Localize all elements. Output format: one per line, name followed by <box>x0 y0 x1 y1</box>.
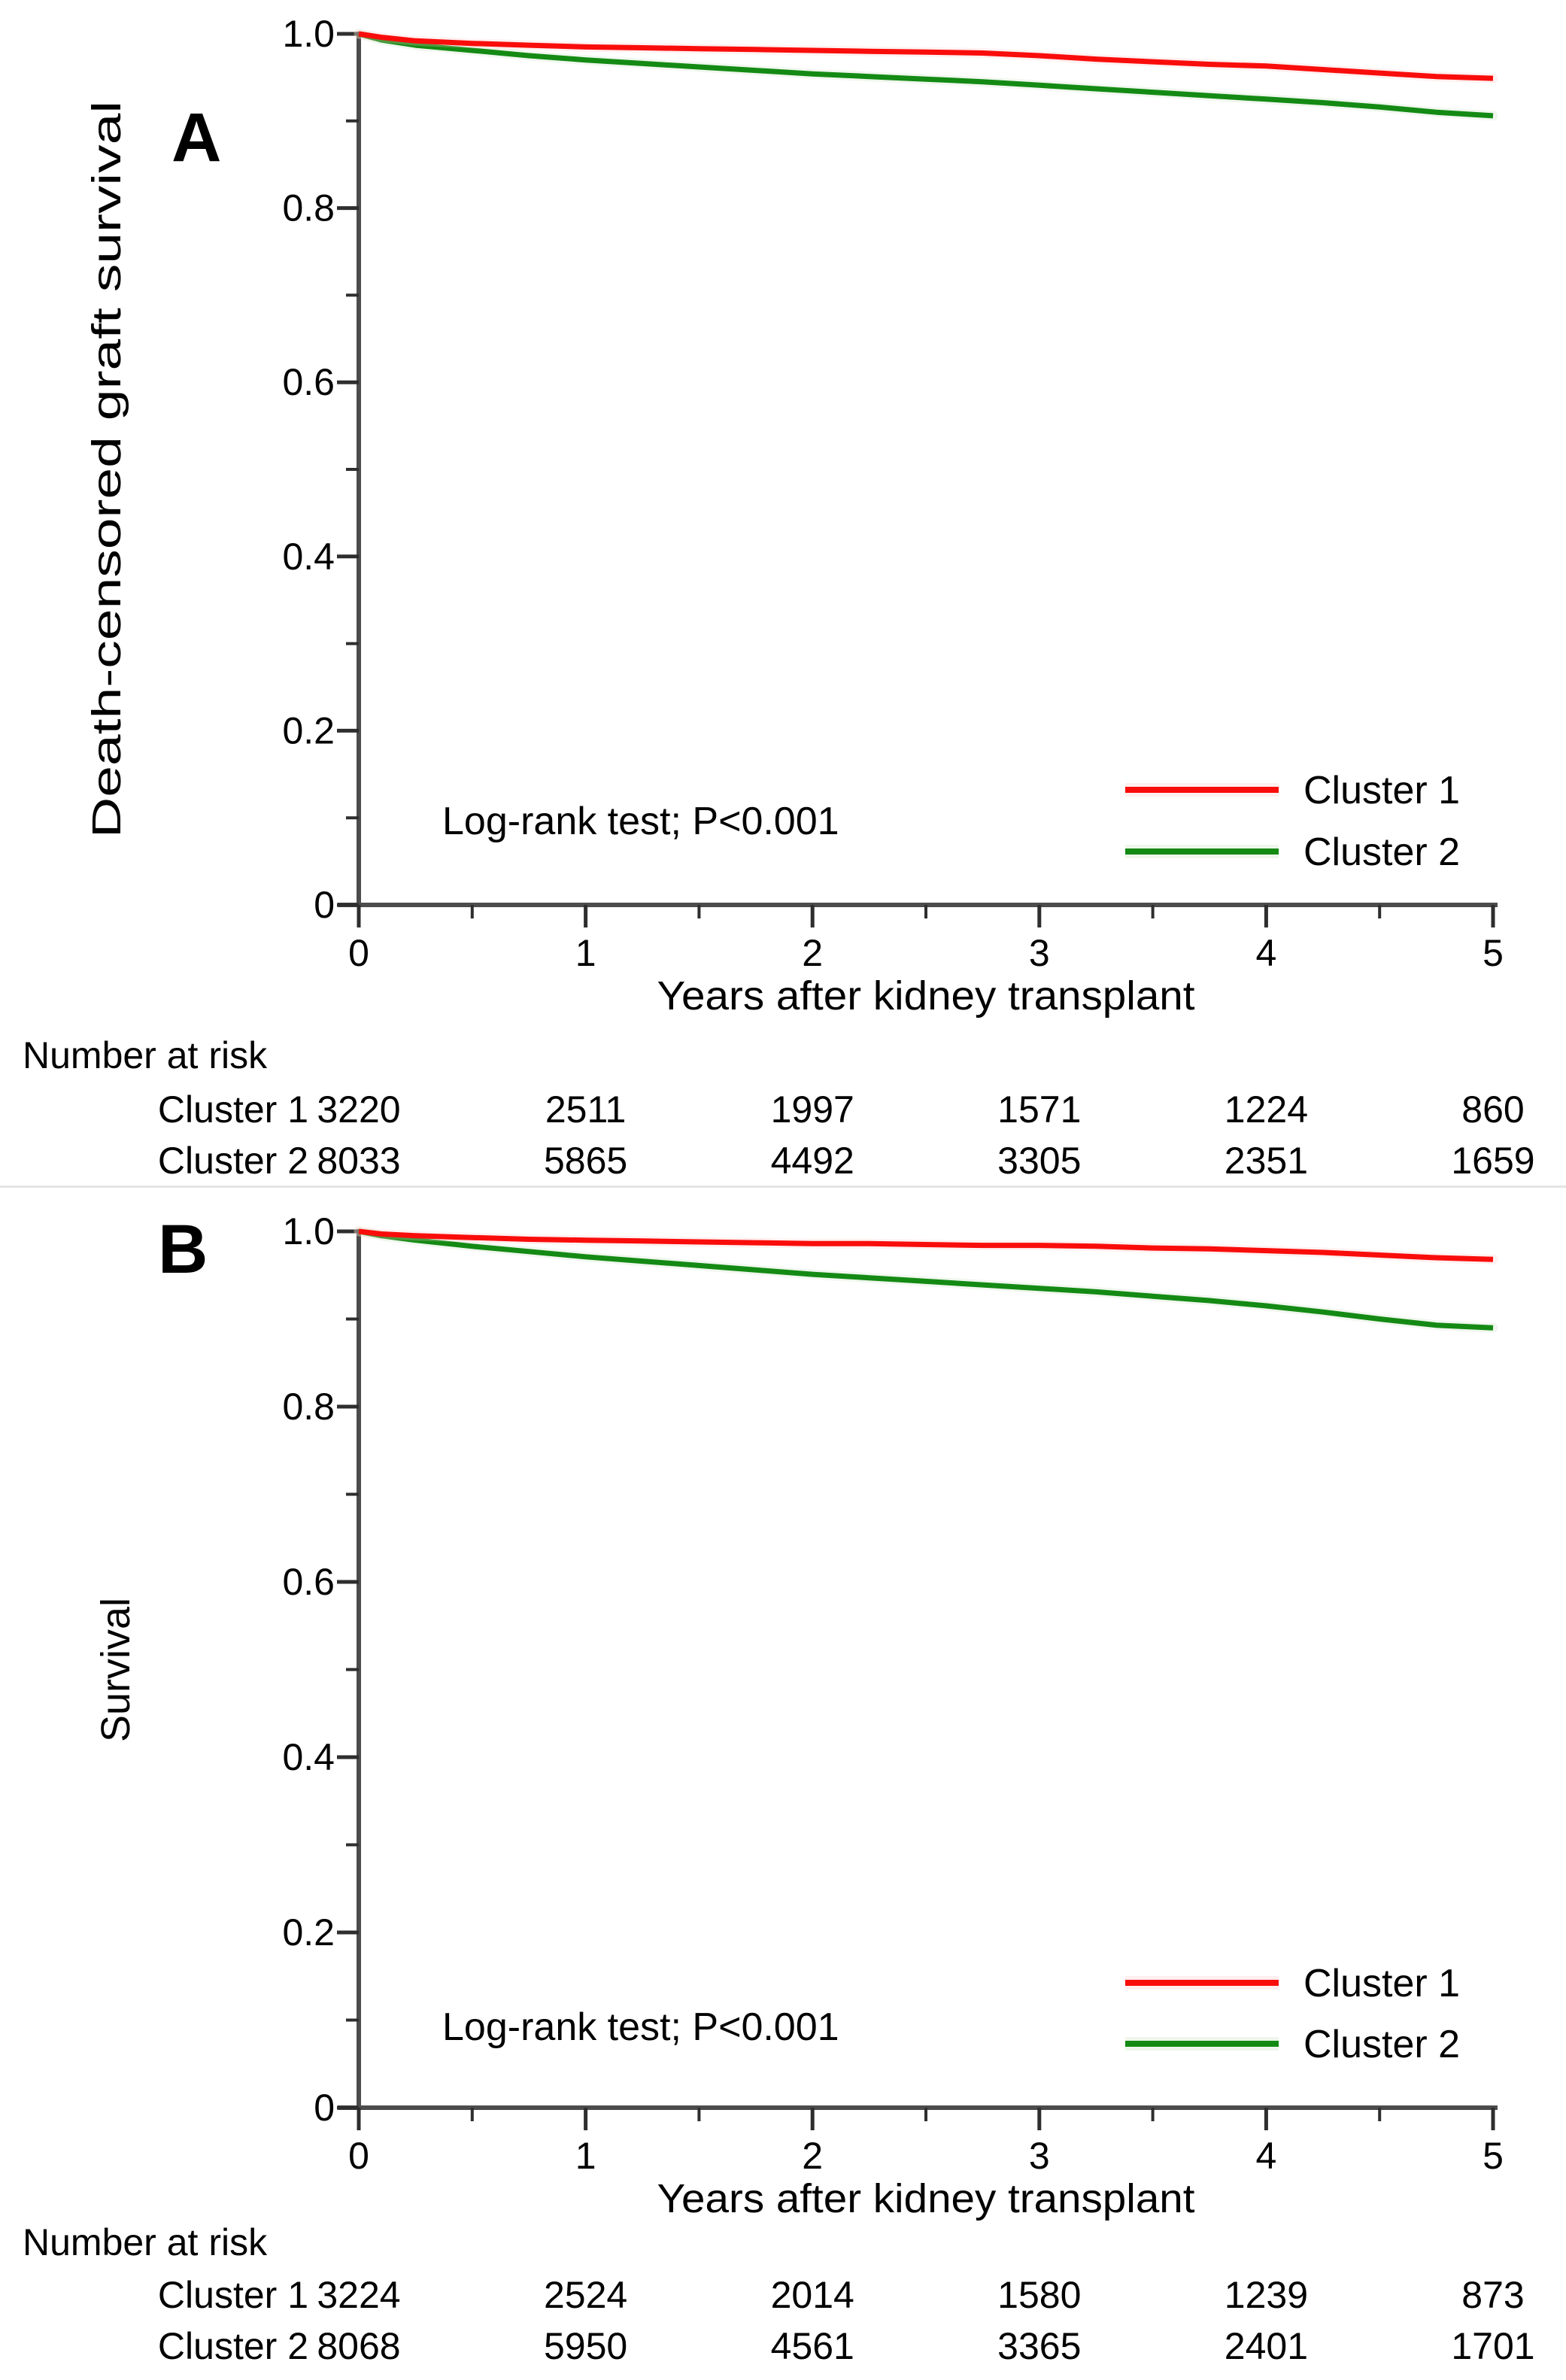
panel-b-legend: Cluster 1 Cluster 2 <box>1125 1962 1460 2066</box>
risk-value: 5865 <box>544 1140 627 1182</box>
risk-value: 2511 <box>545 1088 627 1131</box>
panel-b-plot: 0 1 2 3 4 5 1.0 0.8 0.6 0.4 0.2 0 3224 2524 2014 1580 12… <box>282 1210 1534 2367</box>
panel-a-x-axis-title: Years after kidney transplant <box>657 973 1195 1018</box>
risk-table-title: Number at risk <box>23 1034 268 1076</box>
y-tick-label: 0.8 <box>282 1386 335 1428</box>
y-tick-label: 0.4 <box>282 1736 335 1778</box>
risk-value: 1580 <box>997 2274 1081 2316</box>
major-ticks <box>337 32 1495 927</box>
legend-label-cluster2: Cluster 2 <box>1303 2023 1460 2066</box>
x-tick-label: 2 <box>802 2135 823 2177</box>
cluster-1-curve <box>358 31 1494 81</box>
x-tick-label: 1 <box>575 932 596 974</box>
risk-row-label-cluster2: Cluster 2 <box>158 2325 308 2367</box>
x-tick-label: 3 <box>1029 2135 1050 2177</box>
panel-a-plot: 0 1 2 3 4 5 1.0 0.8 0.6 0.4 0.2 0 3220 2511 1997 1571 12… <box>282 13 1534 1182</box>
risk-value: 4492 <box>771 1140 854 1182</box>
risk-value: 8033 <box>317 1140 400 1182</box>
y-tick-label: 0.2 <box>282 709 335 751</box>
risk-value: 2014 <box>771 2274 854 2316</box>
panel-a-y-axis-title: Death-censored graft survival <box>84 101 129 838</box>
panel-a: A Death-censored graft survival Years af… <box>23 13 1535 1182</box>
risk-value: 1239 <box>1225 2274 1308 2316</box>
risk-value: 2351 <box>1225 1140 1308 1182</box>
panel-a-annotation: Log-rank test; P<0.001 <box>442 800 839 843</box>
risk-value: 3220 <box>317 1088 400 1131</box>
x-tick-label: 5 <box>1483 932 1504 974</box>
risk-value: 5950 <box>544 2325 627 2367</box>
risk-value: 2401 <box>1225 2325 1308 2367</box>
risk-row-label-cluster1: Cluster 1 <box>158 1088 308 1131</box>
legend-label-cluster1: Cluster 1 <box>1303 1962 1460 2005</box>
risk-value: 8068 <box>317 2325 400 2367</box>
x-tick-label: 0 <box>348 2135 369 2177</box>
risk-value: 1571 <box>997 1088 1081 1131</box>
y-tick-label: 0 <box>314 2087 335 2129</box>
panel-b-risk-table: Number at risk Cluster 1 Cluster 2 <box>23 2221 308 2367</box>
y-tick-label: 0 <box>314 884 335 926</box>
minor-ticks <box>346 1317 1382 2121</box>
y-tick-label: 0.4 <box>282 536 335 578</box>
risk-value: 860 <box>1461 1088 1524 1131</box>
cluster-2-curve <box>358 31 1494 119</box>
panel-b-y-axis-title: Survival <box>93 1598 138 1742</box>
major-ticks <box>337 1229 1495 2130</box>
x-tick-label: 2 <box>802 932 823 974</box>
x-tick-label: 3 <box>1029 932 1050 974</box>
risk-row-label-cluster2: Cluster 2 <box>158 1140 308 1182</box>
legend-label-cluster2: Cluster 2 <box>1303 830 1460 874</box>
x-tick-label: 4 <box>1255 932 1276 974</box>
y-tick-label: 1.0 <box>282 1210 335 1252</box>
minor-ticks <box>346 119 1382 918</box>
x-tick-label: 0 <box>348 932 369 974</box>
panel-b-annotation: Log-rank test; P<0.001 <box>442 2005 839 2049</box>
panel-a-risk-table: Number at risk Cluster 1 Cluster 2 <box>23 1034 308 1182</box>
x-tick-label: 5 <box>1483 2135 1504 2177</box>
risk-value: 3365 <box>997 2325 1081 2367</box>
y-tick-label: 1.0 <box>282 13 335 55</box>
x-tick-label: 4 <box>1255 2135 1276 2177</box>
risk-value: 2524 <box>544 2274 627 2316</box>
risk-value: 1224 <box>1225 1088 1308 1131</box>
risk-row-label-cluster1: Cluster 1 <box>158 2274 308 2316</box>
x-tick-label: 1 <box>575 2135 596 2177</box>
risk-value: 4561 <box>771 2325 854 2367</box>
legend-label-cluster1: Cluster 1 <box>1303 769 1460 812</box>
risk-value: 3305 <box>997 1140 1081 1182</box>
panel-divider <box>0 1185 1566 1188</box>
risk-value: 1659 <box>1451 1140 1534 1182</box>
y-tick-label: 0.6 <box>282 1561 335 1603</box>
panel-a-label: A <box>171 99 221 176</box>
risk-value: 1997 <box>771 1088 854 1131</box>
risk-table-title: Number at risk <box>23 2221 268 2263</box>
y-tick-label: 0.8 <box>282 187 335 229</box>
risk-value: 3224 <box>317 2274 400 2316</box>
panel-b: B Survival Years after kidney transplant… <box>23 1210 1535 2367</box>
risk-value: 1701 <box>1451 2325 1534 2367</box>
risk-value: 873 <box>1461 2274 1524 2316</box>
panel-b-label: B <box>158 1211 208 1288</box>
cluster-2-curve <box>358 1228 1494 1331</box>
panel-b-x-axis-title: Years after kidney transplant <box>657 2176 1195 2221</box>
y-tick-label: 0.2 <box>282 1911 335 1953</box>
panel-a-legend: Cluster 1 Cluster 2 <box>1125 769 1460 874</box>
cluster-1-curve <box>358 1228 1494 1262</box>
y-tick-label: 0.6 <box>282 361 335 403</box>
